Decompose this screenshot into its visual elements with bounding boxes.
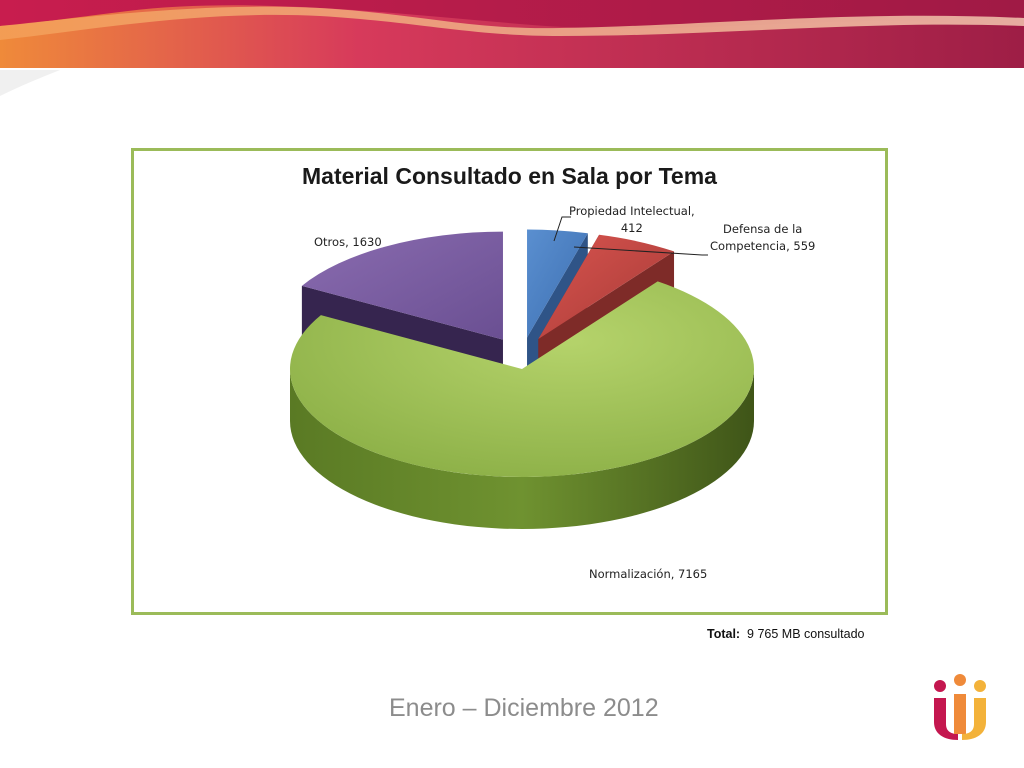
slice-propiedad xyxy=(527,229,588,338)
organization-logo-icon xyxy=(934,674,986,740)
header-banner xyxy=(0,0,1024,96)
chart-title: Material Consultado en Sala por Tema xyxy=(302,163,717,189)
data-label-propiedad: Propiedad Intelectual, 412 xyxy=(569,203,695,237)
data-label-normalizacion: Normalización, 7165 xyxy=(589,567,708,581)
slice-normalizacion xyxy=(290,281,754,477)
data-label-defensa-line2: Competencia, 559 xyxy=(710,239,816,253)
slice-defensa xyxy=(538,234,675,340)
data-label-propiedad-line1: Propiedad Intelectual, xyxy=(569,204,695,218)
slice-side-normalizacion xyxy=(290,369,754,529)
data-label-defensa-line1: Defensa de la xyxy=(723,222,803,236)
data-label-propiedad-line2: 412 xyxy=(620,221,643,235)
data-label-otros: Otros, 1630 xyxy=(314,235,382,249)
total-note: Total: 9 765 MB consultado xyxy=(707,627,865,641)
total-label: Total: xyxy=(707,627,741,641)
slice-otros xyxy=(301,231,503,340)
chart-frame: Material Consultado en Sala por Tema Pro… xyxy=(131,148,888,615)
date-range: Enero – Diciembre 2012 xyxy=(389,694,659,722)
data-label-defensa: Defensa de la Competencia, 559 xyxy=(710,221,815,255)
leader-defensa xyxy=(573,246,708,256)
pie-chart xyxy=(290,216,754,529)
total-value: 9 765 MB consultado xyxy=(747,627,865,641)
leader-propiedad xyxy=(553,216,571,242)
